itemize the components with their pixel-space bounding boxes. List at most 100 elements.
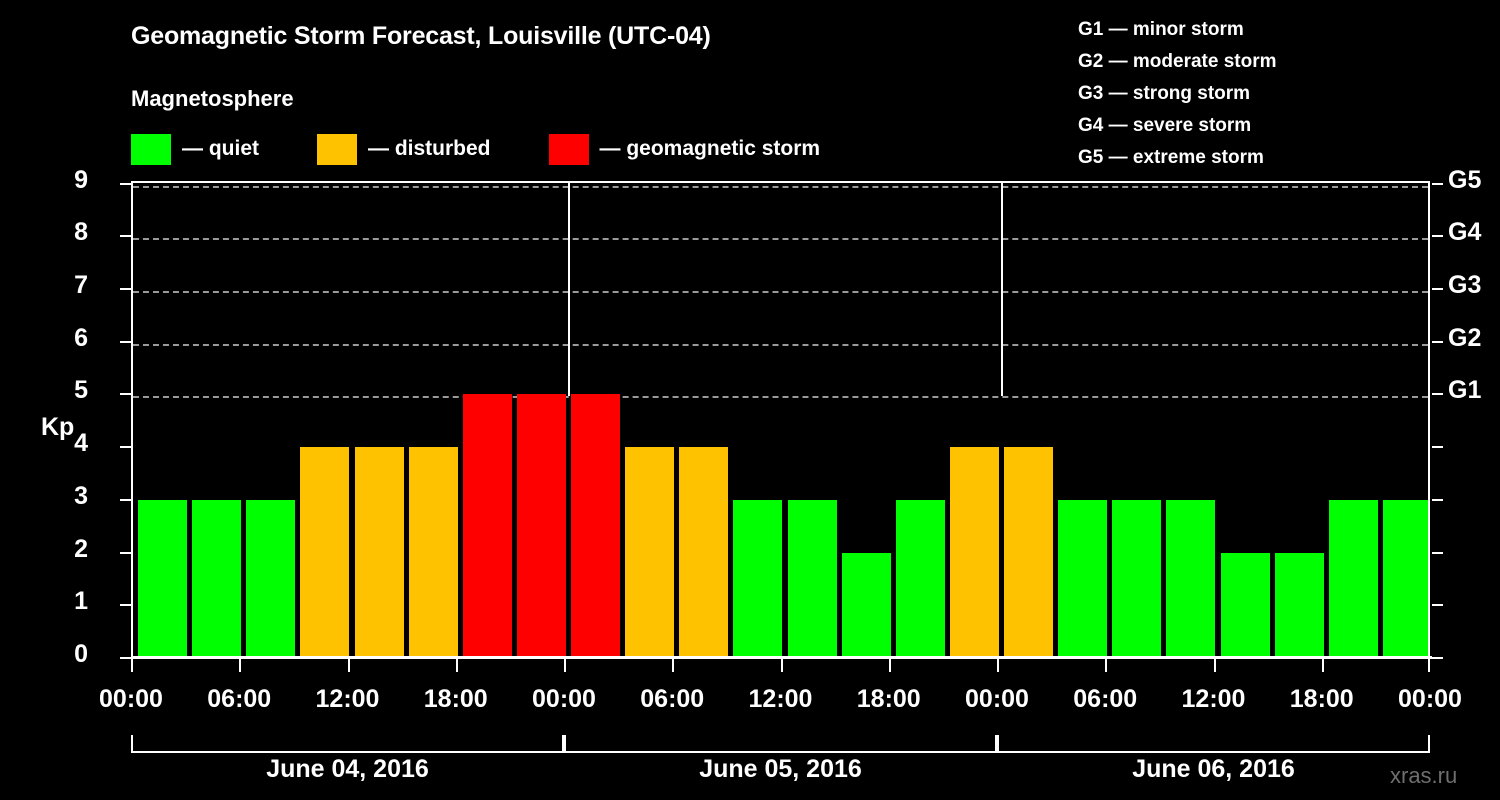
legend-swatch-disturbed — [317, 133, 357, 165]
bar — [246, 499, 295, 658]
y-tick-label-8: 8 — [74, 218, 88, 247]
bar — [1166, 499, 1215, 658]
g-axis-tick-2 — [1432, 551, 1443, 554]
g-tick-label-g1: G1 — [1448, 376, 1482, 405]
legend-label-quiet: — quiet — [182, 137, 259, 160]
x-tick-mark-6 — [780, 659, 783, 672]
magnetosphere-legend: — quiet — disturbed — geomagnetic storm — [131, 132, 820, 166]
plot-area — [131, 181, 1430, 658]
bar — [950, 447, 999, 658]
y-tick-mark-0 — [120, 657, 131, 659]
y-tick-label-9: 9 — [74, 165, 88, 194]
x-tick-mark-2 — [347, 659, 350, 672]
day-bracket-3 — [997, 735, 1430, 753]
bar — [625, 447, 674, 658]
y-tick-mark-1 — [120, 604, 131, 607]
y-tick-label-4: 4 — [74, 429, 88, 458]
gridline-kp-9 — [133, 185, 1428, 188]
x-tick-label-2: 12:00 — [315, 685, 380, 713]
x-tick-label-8: 00:00 — [965, 685, 1029, 713]
legend-swatch-quiet — [131, 133, 171, 165]
bar — [463, 394, 512, 658]
x-tick-label-9: 06:00 — [1073, 685, 1138, 713]
y-tick-mark-6 — [120, 340, 131, 343]
day-separator-2 — [1001, 183, 1003, 397]
legend-group-label: Magnetosphere — [131, 86, 294, 111]
bar — [1329, 499, 1378, 658]
y-tick-label-6: 6 — [74, 323, 88, 352]
watermark: xras.ru — [1390, 763, 1458, 788]
y-tick-mark-8 — [120, 235, 131, 238]
gridline-kp-5 — [133, 396, 1428, 399]
g-tick-label-g5: G5 — [1448, 165, 1482, 194]
bar — [300, 447, 349, 658]
x-tick-mark-10 — [1213, 659, 1216, 672]
bar — [192, 499, 241, 658]
gscale-row-g2: G2 — moderate storm — [1078, 51, 1277, 72]
gscale-row-g5: G5 — extreme storm — [1078, 147, 1264, 168]
x-tick-mark-8 — [997, 659, 999, 672]
bar — [355, 447, 404, 658]
gscale-row-g4: G4 — severe storm — [1078, 115, 1252, 136]
g-tick-label-g4: G4 — [1448, 218, 1482, 247]
x-tick-mark-1 — [239, 659, 242, 672]
legend-item-storm: — geomagnetic storm — [548, 133, 821, 165]
plot-inner — [133, 183, 1428, 658]
y-tick-mark-3 — [120, 498, 131, 501]
g-axis-tick-9 — [1432, 182, 1443, 185]
y-tick-mark-5 — [120, 393, 131, 396]
y-tick-label-1: 1 — [74, 587, 88, 616]
y-tick-mark-2 — [120, 551, 131, 554]
bar — [1221, 552, 1270, 658]
bar — [679, 447, 728, 658]
g-axis-tick-4 — [1432, 446, 1443, 449]
x-tick-mark-9 — [1105, 659, 1108, 672]
day-label-2: June 05, 2016 — [699, 755, 862, 783]
x-tick-label-4: 00:00 — [532, 685, 596, 713]
x-tick-label-10: 12:00 — [1181, 685, 1246, 713]
bar — [138, 499, 187, 658]
gridline-kp-8 — [133, 238, 1428, 241]
bar — [733, 499, 782, 658]
g-tick-label-g3: G3 — [1448, 271, 1482, 300]
g-axis-tick-5 — [1432, 393, 1443, 396]
bar — [1058, 499, 1107, 658]
y-tick-label-3: 3 — [74, 481, 88, 510]
x-tick-mark-7 — [888, 659, 891, 672]
g-axis-tick-6 — [1432, 340, 1443, 343]
day-label-3: June 06, 2016 — [1132, 755, 1295, 783]
bar — [1112, 499, 1161, 658]
x-tick-mark-11 — [1321, 659, 1324, 672]
bar — [842, 552, 891, 658]
bar — [896, 499, 945, 658]
y-tick-label-0: 0 — [74, 640, 88, 668]
day-separator-1 — [568, 183, 570, 397]
gscale-legend: G1 — minor storm G2 — moderate storm G3 … — [1078, 14, 1277, 174]
y-tick-mark-9 — [120, 182, 131, 185]
page-title: Geomagnetic Storm Forecast, Louisville (… — [131, 22, 711, 50]
y-tick-label-5: 5 — [74, 376, 88, 405]
x-axis-line — [131, 656, 1432, 659]
day-bracket-1 — [131, 735, 564, 753]
g-axis-tick-8 — [1432, 235, 1443, 238]
x-tick-label-5: 06:00 — [640, 685, 705, 713]
x-tick-label-0: 00:00 — [99, 685, 163, 713]
day-label-1: June 04, 2016 — [266, 755, 429, 783]
x-tick-mark-0 — [131, 659, 133, 672]
x-tick-label-7: 18:00 — [856, 685, 921, 713]
legend-item-quiet: — quiet — [131, 133, 259, 165]
gridline-kp-7 — [133, 291, 1428, 294]
gscale-row-g3: G3 — strong storm — [1078, 83, 1251, 104]
x-tick-mark-12 — [1428, 659, 1430, 672]
legend-item-disturbed: — disturbed — [317, 133, 491, 165]
gscale-row-g1: G1 — minor storm — [1078, 19, 1244, 40]
legend-swatch-storm — [548, 133, 589, 165]
bar — [571, 394, 620, 658]
g-axis-tick-0 — [1432, 657, 1443, 659]
g-axis-tick-7 — [1432, 288, 1443, 291]
x-tick-label-3: 18:00 — [423, 685, 488, 713]
bar — [1004, 447, 1053, 658]
legend-label-storm: — geomagnetic storm — [599, 137, 821, 160]
x-tick-label-1: 06:00 — [207, 685, 272, 713]
bar — [788, 499, 837, 658]
